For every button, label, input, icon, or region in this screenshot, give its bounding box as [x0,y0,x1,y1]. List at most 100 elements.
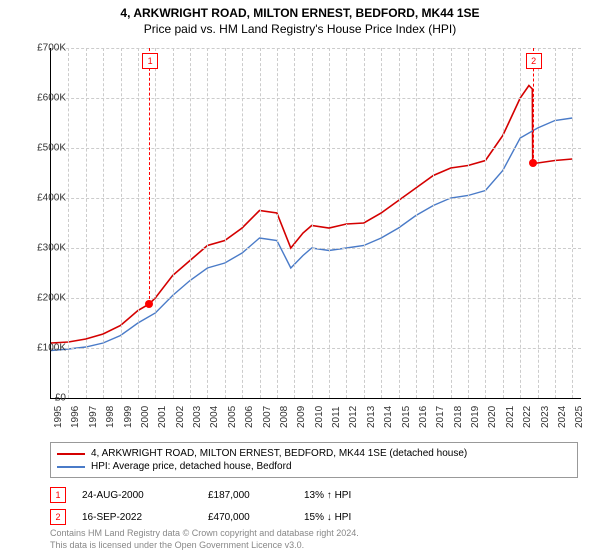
gridline-v [364,48,365,398]
gridline-v [225,48,226,398]
x-axis-label: 2015 [401,406,412,428]
title-sub: Price paid vs. HM Land Registry's House … [0,22,600,36]
gridline-v [381,48,382,398]
marker-badge: 1 [142,53,158,69]
gridline-v [277,48,278,398]
marker-dot [145,300,153,308]
x-axis-label: 2021 [505,406,516,428]
x-axis-label: 2018 [453,406,464,428]
gridline-v [572,48,573,398]
marker-dot [529,159,537,167]
footer-line: This data is licensed under the Open Gov… [50,540,578,552]
gridline-v [503,48,504,398]
legend-row: HPI: Average price, detached house, Bedf… [57,460,571,473]
x-axis-label: 2022 [522,406,533,428]
gridline-h [51,248,581,249]
legend-swatch [57,453,85,455]
marker-badge: 2 [526,53,542,69]
x-axis-label: 1999 [123,406,134,428]
y-axis-label: £300K [16,243,66,254]
y-axis-label: £100K [16,343,66,354]
x-axis-label: 2006 [244,406,255,428]
gridline-v [173,48,174,398]
event-delta: 13% ↑ HPI [304,490,414,501]
y-axis-label: £400K [16,193,66,204]
x-axis-label: 2001 [157,406,168,428]
gridline-v [138,48,139,398]
gridline-v [399,48,400,398]
x-axis-label: 2024 [557,406,568,428]
events-table: 1 24-AUG-2000 £187,000 13% ↑ HPI 2 16-SE… [50,484,578,528]
y-axis-label: £500K [16,143,66,154]
gridline-h [51,298,581,299]
gridline-v [155,48,156,398]
event-delta: 15% ↓ HPI [304,512,414,523]
gridline-v [520,48,521,398]
event-date: 16-SEP-2022 [72,512,202,523]
gridline-v [555,48,556,398]
chart-container: 4, ARKWRIGHT ROAD, MILTON ERNEST, BEDFOR… [0,0,600,560]
x-axis-label: 2002 [175,406,186,428]
event-row: 2 16-SEP-2022 £470,000 15% ↓ HPI [50,506,578,528]
gridline-v [485,48,486,398]
legend-swatch [57,466,85,468]
gridline-v [312,48,313,398]
x-axis-label: 2019 [470,406,481,428]
x-axis-label: 2011 [331,406,342,428]
x-axis-label: 1997 [88,406,99,428]
chart-plot-area: 12 [50,48,581,399]
gridline-v [451,48,452,398]
x-axis-label: 2000 [140,406,151,428]
legend-row: 4, ARKWRIGHT ROAD, MILTON ERNEST, BEDFOR… [57,447,571,460]
x-axis-label: 2020 [487,406,498,428]
gridline-h [51,198,581,199]
gridline-v [242,48,243,398]
event-price: £187,000 [208,490,298,501]
x-axis-label: 2005 [227,406,238,428]
event-row: 1 24-AUG-2000 £187,000 13% ↑ HPI [50,484,578,506]
gridline-v [68,48,69,398]
x-axis-label: 2008 [279,406,290,428]
marker-line [149,48,150,304]
gridline-h [51,48,581,49]
x-axis-label: 1998 [105,406,116,428]
x-axis-label: 2009 [296,406,307,428]
y-axis-label: £200K [16,293,66,304]
legend-label: HPI: Average price, detached house, Bedf… [91,461,292,472]
gridline-v [103,48,104,398]
legend: 4, ARKWRIGHT ROAD, MILTON ERNEST, BEDFOR… [50,442,578,478]
gridline-v [294,48,295,398]
gridline-v [468,48,469,398]
gridline-v [121,48,122,398]
gridline-v [416,48,417,398]
gridline-v [207,48,208,398]
x-axis-label: 2013 [366,406,377,428]
x-axis-label: 2012 [348,406,359,428]
event-badge: 1 [50,487,66,503]
x-axis-label: 2017 [435,406,446,428]
event-price: £470,000 [208,512,298,523]
y-axis-label: £600K [16,93,66,104]
legend-label: 4, ARKWRIGHT ROAD, MILTON ERNEST, BEDFOR… [91,448,467,459]
event-date: 24-AUG-2000 [72,490,202,501]
title-block: 4, ARKWRIGHT ROAD, MILTON ERNEST, BEDFOR… [0,0,600,36]
x-axis-label: 2016 [418,406,429,428]
y-axis-label: £700K [16,43,66,54]
x-axis-label: 2003 [192,406,203,428]
x-axis-label: 2025 [574,406,585,428]
gridline-h [51,98,581,99]
gridline-v [538,48,539,398]
x-axis-label: 1995 [53,406,64,428]
gridline-v [346,48,347,398]
gridline-v [433,48,434,398]
event-badge: 2 [50,509,66,525]
title-main: 4, ARKWRIGHT ROAD, MILTON ERNEST, BEDFOR… [0,6,600,20]
gridline-v [260,48,261,398]
footer: Contains HM Land Registry data © Crown c… [50,528,578,551]
x-axis-label: 2007 [262,406,273,428]
gridline-v [329,48,330,398]
y-axis-label: £0 [16,393,66,404]
footer-line: Contains HM Land Registry data © Crown c… [50,528,578,540]
gridline-h [51,148,581,149]
x-axis-label: 1996 [70,406,81,428]
